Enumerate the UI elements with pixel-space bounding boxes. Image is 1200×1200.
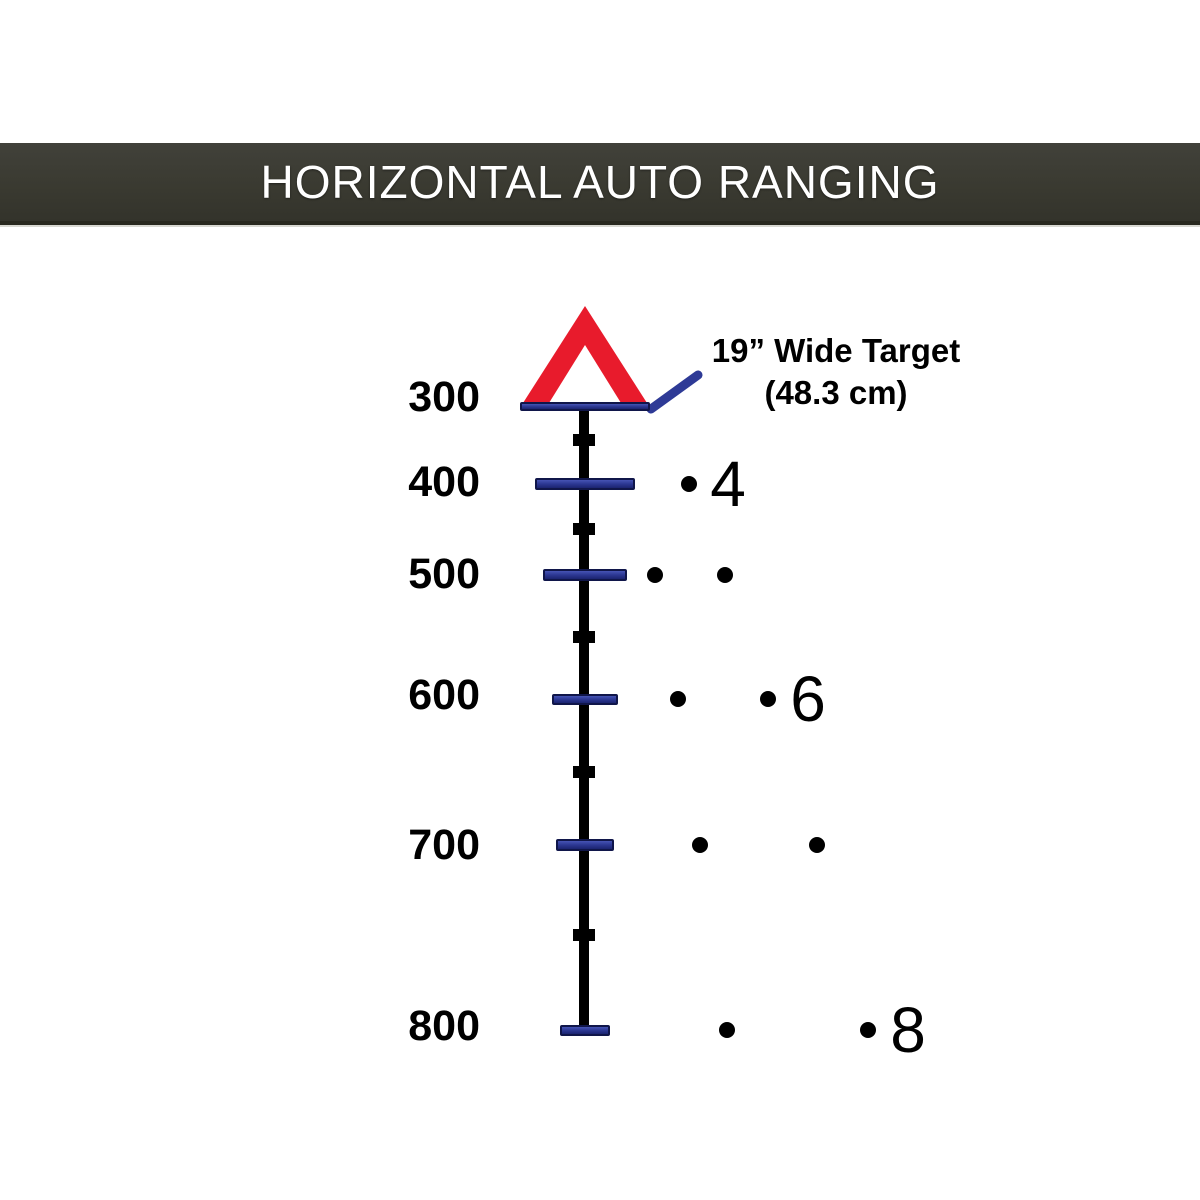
annotation-line-1: 19” Wide Target [711, 332, 961, 369]
ranging-dot [719, 1022, 735, 1038]
range-label: 800 [408, 1002, 480, 1050]
range-numeral: 8 [890, 994, 926, 1066]
ranging-dot [692, 837, 708, 853]
stadia-bar [543, 569, 627, 581]
reticle-post [579, 405, 589, 1030]
target-triangle-inner [549, 345, 621, 403]
stadia-bar [556, 839, 614, 851]
ranging-dot [809, 837, 825, 853]
reticle-tick [573, 523, 595, 535]
stadia-bar [560, 1024, 610, 1036]
stadia-bar [552, 693, 618, 705]
header-bar: HORIZONTAL AUTO RANGING [0, 143, 1200, 225]
annotation-line-2: (48.3 cm) [764, 374, 908, 411]
range-numeral: 4 [710, 448, 746, 520]
ranging-dot [647, 567, 663, 583]
range-label: 700 [408, 821, 480, 869]
reticle-tick [573, 434, 595, 446]
reticle-tick [573, 766, 595, 778]
target-size-annotation: 19” Wide Target (48.3 cm) [690, 330, 982, 414]
reticle-tick [573, 929, 595, 941]
range-label: 300 [408, 373, 480, 421]
range-label: 500 [408, 550, 480, 598]
stadia-bar [520, 401, 650, 411]
target-triangle-icon [523, 306, 647, 403]
ranging-dot [860, 1022, 876, 1038]
page-title: HORIZONTAL AUTO RANGING [260, 156, 940, 208]
ranging-dot [760, 691, 776, 707]
ranging-dot [717, 567, 733, 583]
stadia-bar [535, 478, 635, 490]
range-numeral: 6 [790, 663, 826, 735]
ranging-dot [681, 476, 697, 492]
range-label: 600 [408, 671, 480, 719]
ranging-dot [670, 691, 686, 707]
reticle-tick [573, 631, 595, 643]
range-label: 400 [408, 458, 480, 506]
